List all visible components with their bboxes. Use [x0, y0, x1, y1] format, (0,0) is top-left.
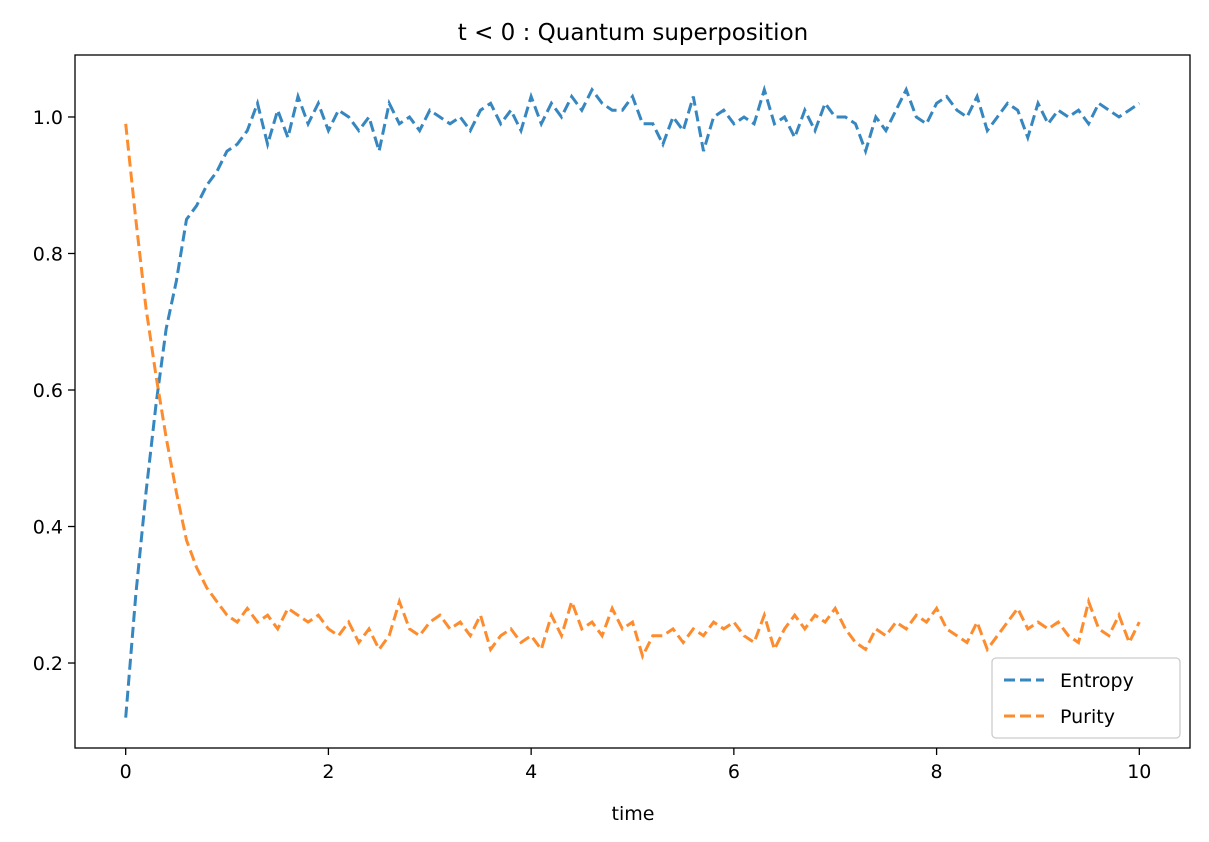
- x-tick-label: 10: [1127, 761, 1151, 783]
- line-series: [124, 84, 1141, 718]
- y-tick-label: 0.4: [33, 517, 63, 539]
- line-series: [124, 123, 1141, 661]
- chart-title: t < 0 : Quantum superposition: [458, 20, 808, 46]
- plot-frame: [74, 54, 1191, 749]
- x-tick-label: 0: [120, 761, 132, 783]
- x-tick-label: 4: [525, 761, 537, 783]
- y-tick-label: 0.6: [33, 380, 63, 402]
- y-tick-label: 0.2: [33, 653, 63, 675]
- legend-box: [991, 657, 1181, 739]
- legend-label: Purity: [1060, 706, 1115, 728]
- y-tick-label: 0.8: [33, 243, 63, 265]
- legend-label: Entropy: [1060, 670, 1134, 692]
- x-axis-label: time: [612, 803, 655, 825]
- y-tick-label: 1.0: [33, 107, 63, 129]
- x-tick-label: 2: [322, 761, 334, 783]
- x-tick-label: 6: [728, 761, 740, 783]
- x-tick-label: 8: [931, 761, 943, 783]
